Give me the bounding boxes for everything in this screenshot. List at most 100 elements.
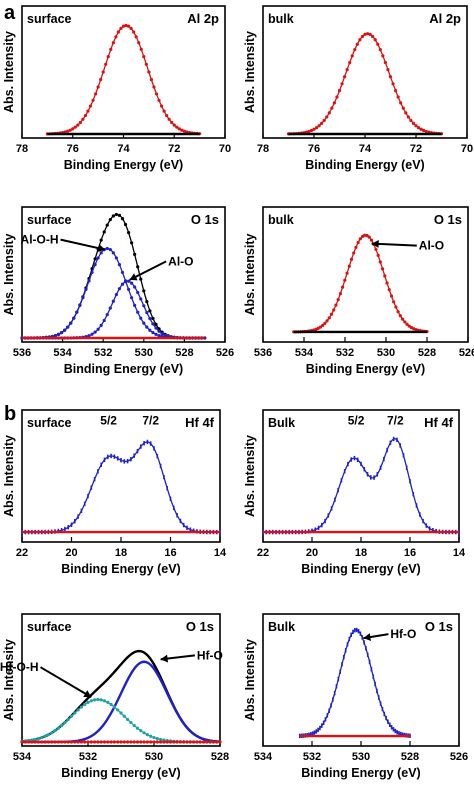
- series-point-0: [341, 662, 343, 667]
- series-point-0: [400, 317, 405, 321]
- series-point-3: [211, 740, 215, 744]
- x-tick-label: 22: [257, 547, 269, 559]
- panel-label: surface: [27, 12, 72, 26]
- plot-frame: [21, 613, 221, 747]
- series-point-0: [376, 42, 380, 46]
- series-point-0: [126, 24, 131, 28]
- series-point-3: [182, 740, 186, 744]
- series-point-0: [392, 436, 395, 442]
- series-point-2: [160, 332, 164, 336]
- series-point-0: [405, 322, 409, 326]
- series-point-0: [360, 34, 365, 39]
- series-point-0: [394, 728, 397, 734]
- series-point-0: [165, 113, 169, 118]
- series-point-0: [399, 443, 401, 448]
- series-point-3: [208, 740, 212, 744]
- x-tick-label: 74: [117, 143, 130, 155]
- series-point-3: [155, 740, 159, 744]
- series-point-2: [56, 726, 60, 730]
- series-point-1: [53, 333, 58, 338]
- series-point-0: [388, 722, 391, 727]
- annotation-label: Al-O-H: [21, 233, 59, 247]
- series-point-0: [389, 294, 394, 298]
- series-point-3: [102, 740, 107, 744]
- series-point-2: [112, 705, 116, 709]
- series-point-0: [314, 527, 317, 532]
- series-point-1: [105, 246, 109, 251]
- x-axis-label: Binding Energy (eV): [305, 158, 424, 172]
- series-point-0: [88, 104, 93, 108]
- annotation-arrow-line: [371, 242, 417, 247]
- series-point-2: [46, 733, 51, 737]
- x-tick-label: 76: [308, 143, 320, 155]
- series-point-3: [66, 740, 70, 744]
- series-point-1: [87, 279, 91, 283]
- annotation-arrow-head: [160, 654, 169, 663]
- series-point-2: [126, 279, 131, 283]
- series-point-0: [412, 492, 415, 497]
- series-point-0: [414, 124, 418, 128]
- series-point-3: [135, 740, 140, 744]
- series-point-1: [69, 321, 73, 325]
- series-point-0: [391, 82, 395, 86]
- series-point-0: [352, 629, 354, 635]
- series-point-2: [159, 737, 163, 742]
- series-point-3: [119, 740, 123, 744]
- series-point-2: [43, 734, 47, 738]
- series-point-2: [133, 285, 137, 289]
- x-tick-label: 22: [16, 547, 28, 559]
- series-point-1: [117, 263, 122, 267]
- x-axis-label: Binding Energy (eV): [64, 158, 183, 172]
- x-tick-label: 526: [450, 751, 468, 763]
- series-point-3: [76, 740, 80, 744]
- series-point-2: [66, 717, 70, 722]
- annotation-arrow-line: [39, 666, 92, 699]
- series-point-2: [114, 292, 118, 297]
- series-point-0: [332, 308, 336, 312]
- series-point-3: [50, 740, 54, 744]
- chart-panel-3: 536 534 532 530 528 526 Binding Energy (eV) Abs…: [243, 206, 474, 376]
- series-point-0: [354, 628, 356, 633]
- series-point-0: [314, 126, 319, 130]
- series-point-2: [145, 310, 149, 315]
- series-point-0: [348, 636, 351, 642]
- series-point-0: [123, 459, 126, 464]
- series-point-0: [378, 260, 382, 264]
- series-point-0: [107, 454, 109, 460]
- series-point-3: [20, 740, 24, 744]
- series-point-3: [175, 740, 179, 744]
- series-point-0: [308, 732, 310, 737]
- series-point-3: [168, 740, 173, 744]
- x-axis-label: Binding Energy (eV): [61, 766, 180, 780]
- series-point-0: [340, 478, 343, 483]
- series-point-0: [77, 514, 79, 519]
- series-point-0: [117, 213, 122, 217]
- x-tick-label: 534: [53, 347, 72, 359]
- series-point-2: [73, 711, 77, 715]
- series-point-0: [392, 727, 395, 732]
- series-point-2: [106, 700, 110, 705]
- series-point-0: [123, 222, 128, 227]
- series-point-3: [83, 740, 87, 744]
- series-point-0: [411, 121, 416, 125]
- series-point-0: [113, 454, 116, 459]
- series-point-2: [155, 737, 159, 741]
- series-point-0: [377, 695, 380, 700]
- series-point-2: [96, 697, 100, 702]
- series-point-3: [30, 740, 34, 744]
- series-point-1: [136, 310, 140, 314]
- series-point-0: [130, 457, 132, 462]
- series-point-3: [152, 740, 156, 744]
- series-point-0: [116, 30, 121, 34]
- x-tick-label: 530: [352, 751, 370, 763]
- series-line-2: [22, 280, 205, 339]
- series-point-0: [339, 669, 341, 674]
- series-point-2: [151, 322, 155, 326]
- series-point-0: [311, 731, 314, 736]
- x-tick-label: 532: [79, 751, 97, 763]
- series-point-0: [343, 75, 347, 79]
- series-point-0: [399, 101, 403, 105]
- x-tick-label: 16: [404, 547, 416, 559]
- panel-title: Hf 4f: [185, 415, 215, 430]
- series-point-0: [406, 115, 410, 119]
